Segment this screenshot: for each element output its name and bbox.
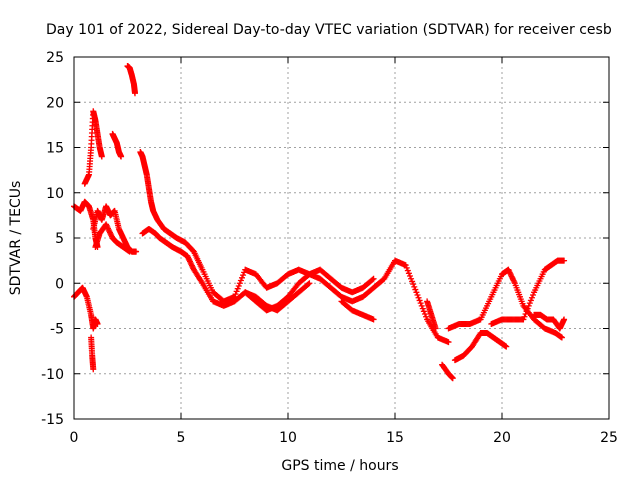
data-point: [370, 275, 377, 282]
data-point: [522, 311, 529, 318]
data-point: [410, 281, 417, 288]
x-tick-label: 15: [386, 430, 404, 446]
y-tick-label: 10: [46, 186, 64, 202]
data-point: [561, 316, 568, 323]
data-point: [561, 257, 568, 264]
data-point: [406, 273, 413, 280]
data-point: [523, 308, 530, 315]
y-axis-label: SDTVAR / TECUs: [8, 181, 24, 296]
data-point: [412, 286, 419, 293]
data-point: [449, 375, 456, 382]
data-point: [417, 300, 424, 307]
data-point: [432, 325, 439, 332]
x-tick-label: 25: [600, 430, 618, 446]
data-point: [404, 267, 411, 274]
data-point: [527, 297, 534, 304]
data-point: [503, 343, 510, 350]
data-point: [131, 90, 138, 97]
data-point: [521, 313, 528, 320]
y-tick-label: 15: [46, 141, 64, 157]
data-point: [419, 305, 426, 312]
data-point: [414, 292, 421, 299]
data-point: [118, 153, 125, 160]
y-tick-label: -5: [50, 322, 64, 338]
tick-labels: 0 5 10 15 20 25 -15 -10 -5 0 5 10 15 20 25: [41, 50, 618, 446]
data-point: [409, 278, 416, 285]
y-tick-label: 0: [55, 276, 64, 292]
plot-frame: [73, 56, 610, 420]
data-point: [408, 275, 415, 282]
data-point: [133, 248, 140, 255]
data-point: [445, 339, 452, 346]
data-point: [233, 288, 240, 295]
x-tick-label: 5: [177, 430, 186, 446]
y-tick-label: -15: [41, 412, 64, 428]
x-tick-label: 0: [70, 430, 79, 446]
data-point: [370, 316, 377, 323]
chart-title: Day 101 of 2022, Sidereal Day-to-day VTE…: [46, 22, 612, 38]
data-point: [305, 281, 312, 288]
x-axis-label: GPS time / hours: [281, 458, 398, 474]
data-point: [418, 302, 425, 309]
data-point: [232, 291, 239, 298]
data-point: [528, 294, 535, 301]
data-point: [405, 270, 412, 277]
data-point: [237, 277, 244, 284]
data-point: [420, 308, 427, 315]
data-point: [411, 283, 418, 290]
gridlines: [73, 56, 610, 420]
data-point: [525, 302, 532, 309]
data-point: [530, 292, 537, 299]
data-point: [415, 294, 422, 301]
data-point: [94, 320, 101, 327]
data-point: [238, 274, 245, 281]
x-tick-label: 10: [279, 430, 297, 446]
data-point: [126, 248, 133, 255]
y-tick-label: 20: [46, 95, 64, 111]
data-point: [90, 366, 97, 373]
data-point: [524, 305, 531, 312]
x-tick-label: 20: [493, 430, 511, 446]
data-point: [421, 311, 428, 318]
data-point: [423, 313, 430, 320]
data-point: [369, 276, 376, 283]
data-points: [71, 63, 568, 382]
data-point: [306, 280, 313, 287]
y-tick-label: 25: [46, 50, 64, 66]
y-tick-label: -10: [41, 367, 64, 383]
data-point: [235, 282, 242, 289]
data-point: [240, 272, 247, 279]
data-point: [526, 300, 533, 307]
data-point: [413, 289, 420, 296]
data-point: [402, 262, 409, 269]
y-tick-label: 5: [55, 231, 64, 247]
data-point: [98, 153, 105, 160]
data-point: [234, 285, 241, 292]
data-point: [236, 280, 243, 287]
data-point: [558, 334, 565, 341]
data-point: [403, 264, 410, 271]
data-point: [520, 316, 527, 323]
data-point: [416, 297, 423, 304]
